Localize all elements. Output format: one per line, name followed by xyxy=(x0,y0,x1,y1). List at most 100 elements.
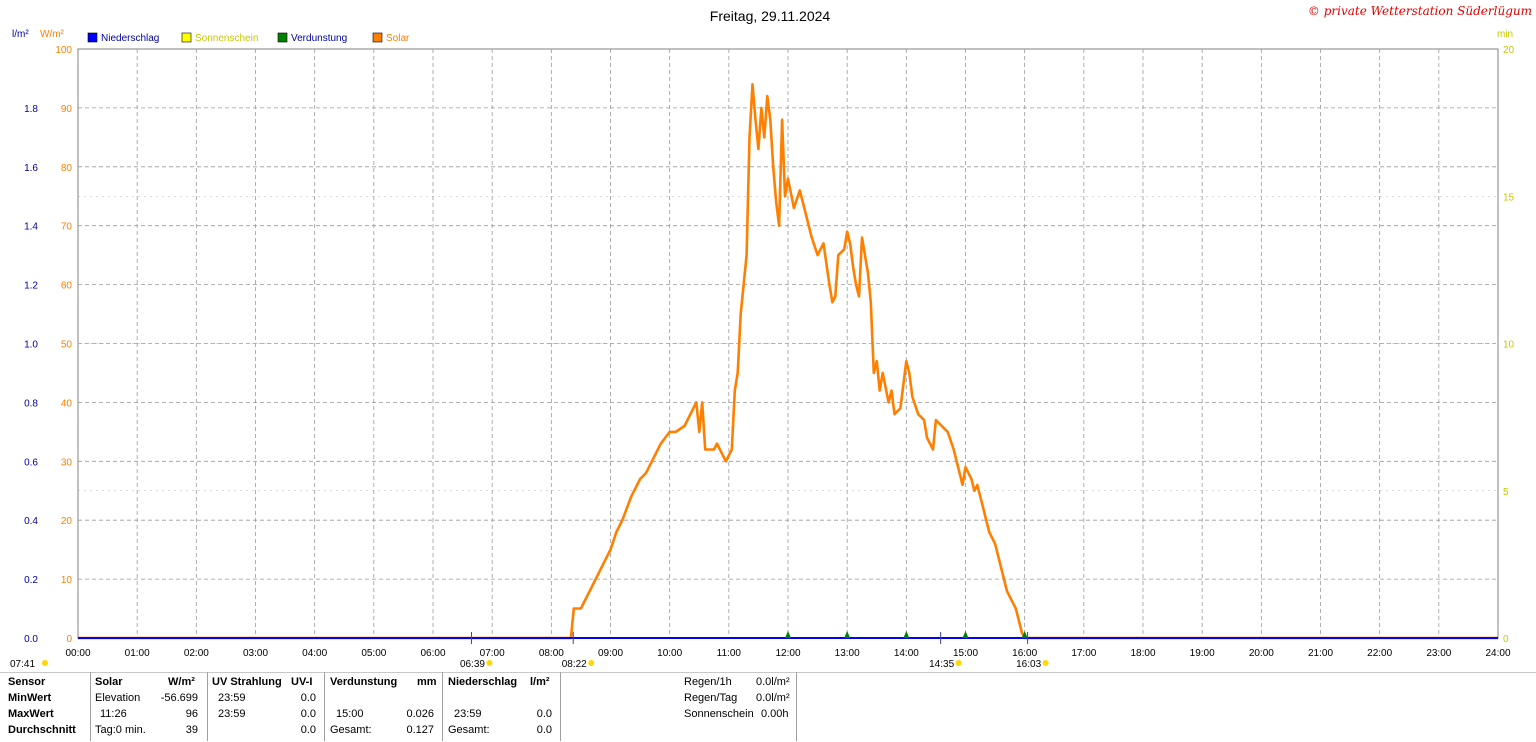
sun-marker-dot xyxy=(955,660,962,666)
summary-label: Sonnenschein xyxy=(684,708,754,720)
stats-header-uv: UV Strahlung xyxy=(212,676,282,688)
stats-solar-time: 11:26 xyxy=(100,708,127,720)
x-tick-label: 21:00 xyxy=(1308,648,1333,659)
legend-label: Verdunstung xyxy=(291,33,347,44)
sun-marker-dot xyxy=(486,660,493,666)
y-tick-rain: 0.8 xyxy=(24,398,38,409)
sun-marker-label: 07:41 xyxy=(10,659,35,670)
y-tick-solar: 20 xyxy=(61,516,73,527)
x-tick-label: 17:00 xyxy=(1071,648,1096,659)
sun-marker-label: 16:03 xyxy=(1016,659,1041,670)
stats-header-uv-unit: UV-I xyxy=(291,676,313,688)
chart-title: Freitag, 29.11.2024 xyxy=(710,8,831,24)
y-tick-rain: 0.4 xyxy=(24,516,38,527)
sun-marker-dot xyxy=(1042,660,1049,666)
stats-divider xyxy=(207,672,208,741)
stats-solar-val: 96 xyxy=(185,708,198,720)
x-tick-label: 08:00 xyxy=(539,648,564,659)
y-tick-rain: 0.6 xyxy=(24,457,38,468)
x-tick-label: 20:00 xyxy=(1249,648,1274,659)
y-tick-solar: 90 xyxy=(61,104,73,115)
sun-markers: 07:41 06:39 08:22 14:35 16:03 xyxy=(10,632,1049,670)
stats-divider xyxy=(560,672,561,741)
evaporation-mark xyxy=(962,631,969,638)
x-tick-label: 10:00 xyxy=(657,648,682,659)
stats-rain-val: 0.0 xyxy=(536,724,552,736)
stats-header-evap: Verdunstung xyxy=(330,676,398,688)
stats-uv-time: 23:59 xyxy=(218,692,246,704)
sun-marker-label: 08:22 xyxy=(562,659,587,670)
stats-header-sensor: Sensor xyxy=(8,676,46,688)
y-tick-rain: 1.2 xyxy=(24,281,38,292)
x-tick-label: 22:00 xyxy=(1367,648,1392,659)
x-tick-label: 24:00 xyxy=(1485,648,1510,659)
stats-header-evap-unit: mm xyxy=(417,676,437,688)
x-tick-label: 02:00 xyxy=(184,648,209,659)
y-tick-rain: 1.8 xyxy=(24,104,38,115)
stats-uv-val: 0.0 xyxy=(300,692,316,704)
stats-solar-val: 39 xyxy=(185,724,198,736)
copyright: © private Wetterstation Süderlügum xyxy=(1307,4,1532,18)
stats-divider xyxy=(442,672,443,741)
stats-solar-time: Elevation xyxy=(95,692,141,704)
x-tick-label: 06:00 xyxy=(420,648,445,659)
sun-marker-dot xyxy=(588,660,595,666)
x-tick-label: 16:00 xyxy=(1012,648,1037,659)
stats-evap-time: 15:00 xyxy=(336,708,364,720)
evaporation-mark xyxy=(844,631,851,638)
x-tick-label: 18:00 xyxy=(1130,648,1155,659)
stats-uv-val: 0.0 xyxy=(300,724,316,736)
stats-divider xyxy=(324,672,325,741)
summary-value: 0.0l/m² xyxy=(756,676,790,688)
y-tick-rain: 1.6 xyxy=(24,163,38,174)
stats-solar-time: Tag:0 min. xyxy=(95,724,146,736)
weather-chart: Freitag, 29.11.2024 l/m² W/m² min Nieder… xyxy=(10,8,1515,670)
y-tick-solar: 80 xyxy=(61,163,73,174)
stats-rain-val: 0.0 xyxy=(536,708,552,720)
x-tick-label: 07:00 xyxy=(480,648,505,659)
legend-swatch xyxy=(277,32,288,43)
sun-marker-dot xyxy=(42,660,48,666)
x-axis: 00:00 01:00 02:00 03:00 04:00 05:00 06:00 07:00… xyxy=(65,648,1510,659)
stats-header-rain: Niederschlag xyxy=(448,676,518,688)
right-axis-unit: min xyxy=(1497,29,1513,40)
x-tick-label: 00:00 xyxy=(65,648,90,659)
x-tick-label: 15:00 xyxy=(953,648,978,659)
x-tick-label: 11:00 xyxy=(717,648,742,659)
y-tick-rain: 1.0 xyxy=(24,340,38,351)
series-layer xyxy=(78,83,1498,640)
stats-row-label: MaxWert xyxy=(8,708,54,720)
stats-solar-val: -56.699 xyxy=(160,692,198,704)
stats-divider xyxy=(90,672,91,741)
x-tick-label: 03:00 xyxy=(243,648,268,659)
y-tick-minutes: 10 xyxy=(1503,340,1515,351)
x-tick-label: 04:00 xyxy=(302,648,327,659)
left-axis-unit-rain: l/m² xyxy=(12,29,29,40)
sun-marker-label: 14:35 xyxy=(929,659,954,670)
y-tick-solar: 10 xyxy=(61,575,73,586)
summary-label: Regen/Tag xyxy=(684,692,738,704)
legend-label: Solar xyxy=(386,33,410,44)
stats-uv-val: 0.0 xyxy=(300,708,316,720)
stats-evap-time: Gesamt: xyxy=(330,724,372,736)
stats-header-rain-unit: l/m² xyxy=(530,676,550,688)
summary-value: 0.00h xyxy=(761,708,789,720)
left-axis-unit-solar: W/m² xyxy=(40,29,65,40)
y-axes: 0.0 0.2 0.4 0.6 0.8 1.0 1.2 1.4 1.6 1.8 0 10 20 30 40 5… xyxy=(24,45,1514,645)
stats-row-label: Durchschnitt xyxy=(8,724,76,736)
y-tick-solar: 100 xyxy=(55,45,72,56)
x-tick-label: 13:00 xyxy=(835,648,860,659)
y-tick-rain: 1.4 xyxy=(24,222,38,233)
stats-rain-time: 23:59 xyxy=(454,708,482,720)
y-tick-solar: 30 xyxy=(61,457,73,468)
y-tick-solar: 70 xyxy=(61,222,73,233)
x-tick-label: 01:00 xyxy=(125,648,150,659)
y-tick-minutes: 15 xyxy=(1503,192,1515,203)
stats-evap-val: 0.026 xyxy=(406,708,434,720)
summary-label: Regen/1h xyxy=(684,676,732,688)
x-tick-label: 14:00 xyxy=(894,648,919,659)
summary-value: 0.0l/m² xyxy=(756,692,790,704)
stats-rain-time: Gesamt: xyxy=(448,724,490,736)
x-tick-label: 19:00 xyxy=(1190,648,1215,659)
stats-uv-time: 23:59 xyxy=(218,708,246,720)
